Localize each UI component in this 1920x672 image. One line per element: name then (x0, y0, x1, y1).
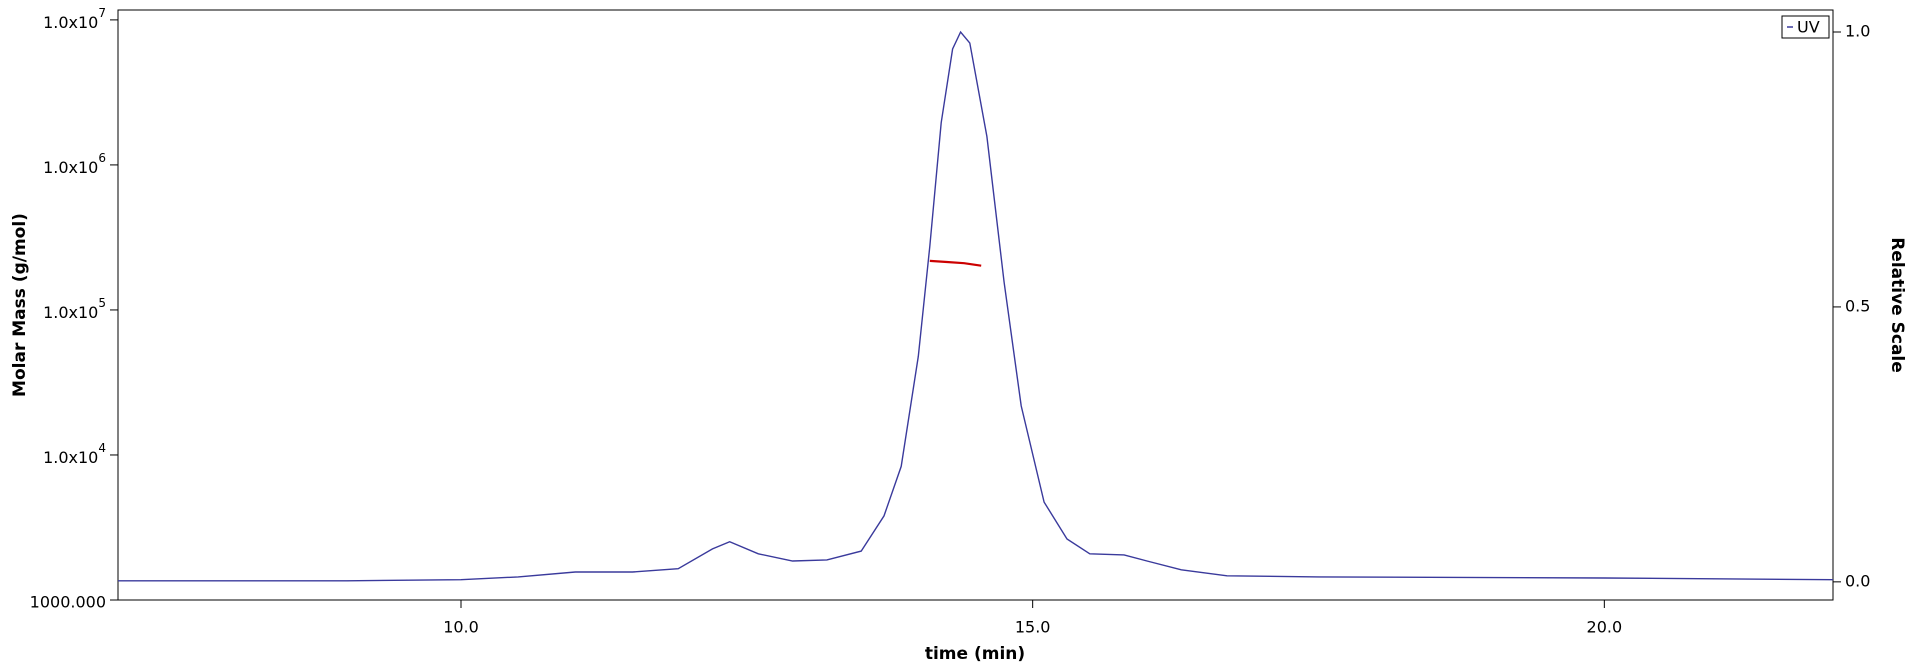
series-line (929, 259, 982, 267)
y-tick-power: 6 (98, 150, 106, 164)
legend-box (1781, 15, 1830, 39)
y-tick-base: 1.0x10 (43, 447, 98, 466)
y2-tick-label: 0.5 (1845, 296, 1870, 315)
y-tick-label: 1.0x106 (43, 150, 106, 176)
y-tick-base: 1.0x10 (43, 302, 98, 321)
y-tick-label: 1.0x107 (43, 5, 106, 31)
y-tick-power: 7 (98, 5, 106, 19)
y-tick-power: 5 (98, 295, 106, 309)
x-tick-label: 10.0 (443, 618, 479, 637)
y2-tick-label: 0.0 (1845, 571, 1870, 590)
y-tick-power: 4 (98, 440, 106, 454)
plot-frame (117, 9, 1834, 601)
y-tick-base: 1.0x10 (43, 12, 98, 31)
y-tick-label: 1000.000 (30, 593, 106, 612)
y2-axis-title: Relative Scale (1887, 237, 1907, 373)
series-line (118, 30, 1834, 582)
legend-label: UV (1797, 18, 1820, 37)
y-axis-title: Molar Mass (g/mol) (10, 213, 30, 397)
y-tick-label: 1.0x104 (43, 440, 106, 466)
y-tick-label: 1.0x105 (43, 295, 106, 321)
x-tick-label: 20.0 (1587, 618, 1623, 637)
x-axis-title: time (min) (925, 644, 1025, 664)
y2-tick-label: 1.0 (1845, 21, 1870, 40)
x-tick-label: 15.0 (1015, 618, 1051, 637)
y-tick-base: 1.0x10 (43, 157, 98, 176)
